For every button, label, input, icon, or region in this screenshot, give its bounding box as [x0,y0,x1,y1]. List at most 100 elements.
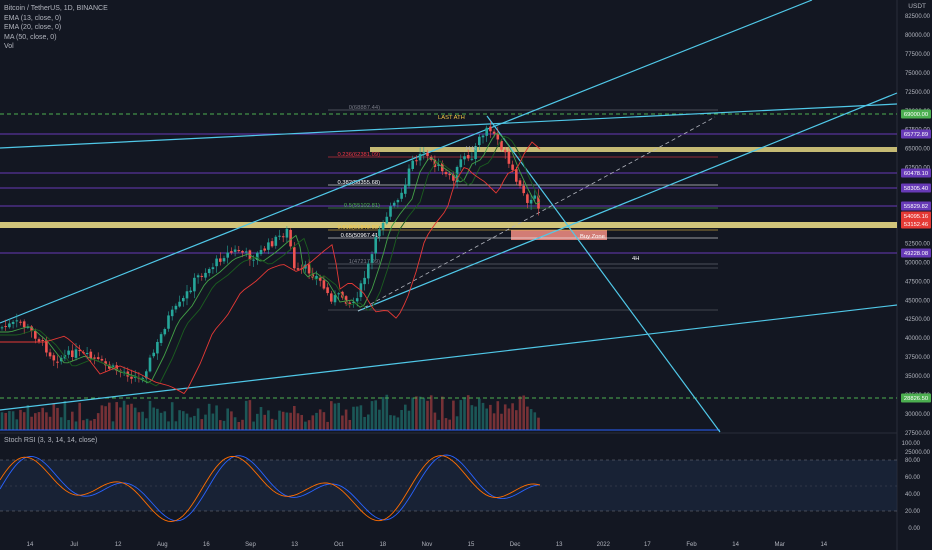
symbol-title[interactable]: Bitcoin / TetherUS, 1D, BINANCE [4,5,108,12]
price-axis-tick: 52500.00 [905,241,931,247]
volume-bar [270,418,274,430]
price-tag: 53152.46 [904,222,928,228]
price-tag-bg [901,201,931,211]
volume-bar [389,415,392,430]
volume-bar [241,419,244,430]
candle-body [89,351,93,359]
candle-body [100,358,104,361]
osc-axis-tick: 0.00 [908,526,920,532]
volume-bar [4,412,7,430]
fib-label: 0(68887.44) [349,105,380,111]
candle-body [267,242,270,250]
time-axis-tick: 14 [820,542,827,548]
price-tag-bg [901,211,931,221]
candle-body [182,298,185,302]
time-axis[interactable]: 14 Jul 12 Aug 16 Sep 13 Oct 18 Nov 15 Dec 13 2022 17 Fe… [27,542,828,548]
candle-body [244,251,248,253]
volume-bar [315,412,318,430]
time-axis-tick: 15 [468,542,475,548]
time-axis-tick: 2022 [597,542,611,548]
price-tag: 55829.82 [904,204,928,210]
volume-bar [145,418,148,430]
volume-bars [0,394,540,430]
price-tag: 54095.16 [904,214,928,220]
small-annotation: H H [466,146,476,152]
volume-bar [263,414,266,430]
candle-body [263,248,266,251]
time-axis-tick: 17 [644,542,651,548]
candle-body [459,159,463,168]
volume-bar [59,417,63,430]
volume-bar [233,417,237,430]
trendline-channel-top[interactable] [0,0,813,324]
volume-bar [248,400,252,430]
candle-body [363,277,366,285]
trendline-dashed[interactable] [357,116,716,312]
price-tag: 49228.08 [904,251,928,257]
volume-bar [459,400,463,430]
candle-body [426,152,429,156]
buy-zone-box[interactable] [511,230,607,240]
time-axis-tick: 13 [291,542,298,548]
candle-body [526,194,529,203]
oscillator-axis[interactable]: 100.00 80.00 60.00 40.00 20.00 0.00 [902,441,921,532]
price-tag-bg [901,393,931,403]
indicator-ema20[interactable]: EMA (20, close, 0) [4,24,62,31]
trendline-channel-bottom[interactable] [357,92,898,312]
candle-body [352,301,355,303]
indicator-ema13[interactable]: EMA (13, close, 0) [4,14,62,22]
volume-bar [359,405,363,430]
candle-body [241,251,244,253]
volume-bar [85,418,89,430]
price-axis-tick: 47500.00 [905,279,931,285]
candle-body [367,263,370,279]
candle-body [515,169,518,182]
candle-body [448,173,451,176]
volume-bar [137,412,141,430]
trendline-upper-flat[interactable] [0,103,898,149]
price-tag: 58305.40 [904,186,928,192]
price-axis[interactable]: 82500.00 80000.00 77500.00 75000.00 72500.00… [905,14,931,456]
volume-bar [215,405,218,430]
volume-bar [200,419,204,430]
volume-bar [381,397,385,430]
candle-body [333,295,337,303]
trendline-down[interactable] [486,115,721,433]
price-axis-tick: 25000.00 [905,450,931,456]
moving-average-line [0,141,541,395]
price-axis-tick: 27500.00 [905,431,931,437]
indicator-volume[interactable]: Vol [4,43,14,50]
volume-bar [293,405,296,430]
volume-bar [111,421,115,430]
trendline-long-support[interactable] [0,304,898,411]
price-axis-tick: 30000.00 [905,412,931,418]
candle-body [318,276,322,281]
time-axis-tick: Aug [157,542,168,548]
candle-body [78,350,81,352]
volume-bar [104,406,107,430]
candle-body [381,222,385,230]
volume-bar [318,409,322,430]
volume-bar [455,416,459,430]
candle-body [378,229,381,237]
candle-body [74,349,78,358]
volume-bar [470,405,474,430]
volume-bar [108,402,111,430]
candle-body [104,361,107,366]
indicator-ma50[interactable]: MA (50, close, 0) [4,33,57,41]
volume-bar [63,400,67,430]
candle-body [130,376,133,379]
volume-bar [333,403,337,430]
candle-body [259,249,263,255]
osc-axis-tick: 60.00 [905,475,921,481]
volume-bar [119,407,122,430]
candle-body [396,200,400,203]
osc-axis-tick: 100.00 [902,441,921,447]
price-tag-bg [901,129,931,139]
candle-body [270,241,274,247]
stoch-rsi-label[interactable]: Stoch RSI (3, 3, 14, 14, close) [4,437,98,444]
candle-body [167,315,170,329]
candle-body [8,323,11,328]
